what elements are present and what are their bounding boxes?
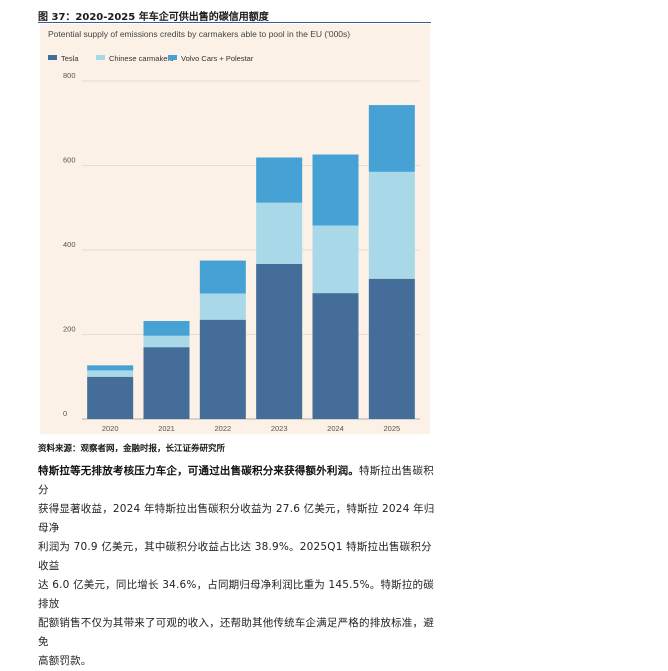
- y-tick-label: 400: [63, 240, 76, 249]
- chart-gridlines: [82, 80, 420, 420]
- legend-label-2: Volvo Cars + Polestar: [181, 54, 254, 63]
- bar-2021-series-0: [143, 347, 190, 419]
- x-axis: 2020 2021 2022 2023 2024 2025: [102, 424, 400, 433]
- y-tick-label: 0: [63, 409, 67, 418]
- body-line: 利润为 70.9 亿美元，其中碳积分收益占比达 38.9%。2025Q1 特斯拉…: [38, 541, 432, 572]
- bar-2023-series-2: [256, 157, 303, 203]
- chart-bars: [87, 105, 415, 419]
- x-tick-label: 2023: [271, 424, 288, 433]
- legend-swatch-0: [48, 55, 57, 60]
- bar-2024-series-0: [312, 293, 359, 419]
- y-axis: 0 200 400 600 800: [63, 71, 76, 418]
- body-line: 达 6.0 亿美元，同比增长 34.6%，占同期归母净利润比重为 145.5%。…: [38, 579, 434, 610]
- y-tick-label: 200: [63, 325, 76, 334]
- body-line: 配额销售不仅为其带来了可观的收入，还帮助其他传统车企满足严格的排放标准，避免: [38, 617, 434, 648]
- legend-label-1: Chinese carmakers: [109, 54, 174, 63]
- lead-sentence: 特斯拉等无排放考核压力车企，可通过出售碳积分来获得额外利润。: [38, 465, 359, 477]
- body-line: 高额罚款。: [38, 655, 92, 667]
- bar-2024-series-2: [312, 154, 359, 226]
- x-tick-label: 2020: [102, 424, 119, 433]
- stacked-bar-chart: Potential supply of emissions credits by…: [48, 29, 420, 433]
- bar-2020-series-0: [87, 376, 134, 419]
- bar-2021-series-2: [143, 320, 190, 336]
- bar-2020-series-1: [87, 370, 134, 377]
- chart-panel: Potential supply of emissions credits by…: [40, 24, 430, 434]
- legend-swatch-1: [96, 55, 105, 60]
- body-paragraph: 特斯拉等无排放考核压力车企，可通过出售碳积分来获得额外利润。特斯拉出售碳积分 获…: [38, 462, 438, 671]
- bar-2021-series-1: [143, 335, 190, 348]
- x-tick-label: 2021: [158, 424, 175, 433]
- bar-2025-series-2: [368, 105, 415, 172]
- x-tick-label: 2024: [327, 424, 344, 433]
- bar-2020-series-2: [87, 365, 134, 371]
- body-line: 特斯拉出售碳积分: [38, 465, 434, 496]
- legend-label-0: Tesla: [61, 54, 79, 63]
- bar-2023-series-0: [256, 263, 303, 419]
- figure-caption: 图 37：2020-2025 年车企可供出售的碳信用额度: [38, 12, 269, 23]
- y-tick-label: 800: [63, 71, 76, 80]
- caption-rule: [38, 22, 431, 23]
- bar-2024-series-1: [312, 225, 359, 294]
- source-note: 资料来源：观察者网，金融时报，长江证券研究所: [38, 444, 226, 454]
- chart-legend: Tesla Chinese carmakers Volvo Cars + Poles…: [48, 54, 254, 63]
- bar-2022-series-2: [199, 260, 246, 294]
- bar-2022-series-1: [199, 293, 246, 320]
- legend-swatch-2: [168, 55, 177, 60]
- y-tick-label: 600: [63, 156, 76, 165]
- bar-2022-series-0: [199, 319, 246, 419]
- bar-2023-series-1: [256, 202, 303, 264]
- x-tick-label: 2022: [214, 424, 231, 433]
- body-line: 获得显著收益，2024 年特斯拉出售碳积分收益为 27.6 亿美元，特斯拉 20…: [38, 503, 435, 534]
- chart-title: Potential supply of emissions credits by…: [48, 29, 350, 39]
- bar-2025-series-1: [368, 171, 415, 279]
- x-tick-label: 2025: [383, 424, 400, 433]
- bar-2025-series-0: [368, 278, 415, 419]
